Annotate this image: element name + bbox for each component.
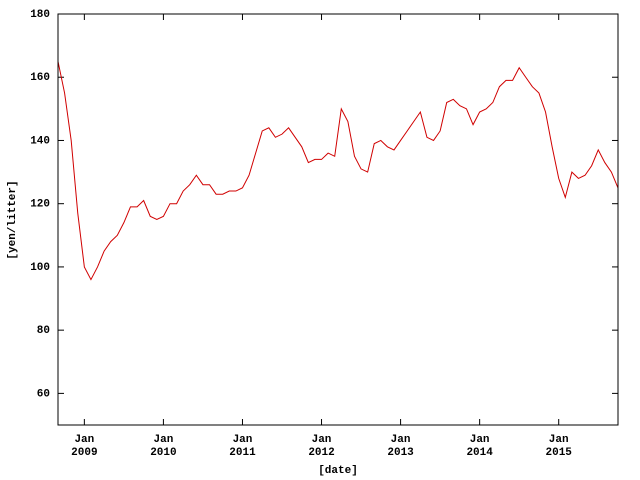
y-tick-label: 140 (30, 135, 50, 147)
x-tick-label: Jan (154, 434, 174, 446)
x-tick-label: Jan (549, 434, 569, 446)
x-tick-label: 2012 (308, 447, 334, 459)
x-tick-label: Jan (391, 434, 411, 446)
y-tick-label: 80 (37, 325, 50, 337)
x-tick-label: 2010 (150, 447, 176, 459)
y-axis-label: [yen/litter] (7, 180, 19, 259)
x-tick-label: 2013 (387, 447, 414, 459)
x-tick-label: Jan (233, 434, 253, 446)
y-tick-label: 60 (37, 388, 50, 400)
data-line (57, 61, 619, 281)
x-tick-label: 2011 (229, 447, 256, 459)
y-tick-label: 180 (30, 9, 50, 21)
x-tick-label: 2014 (466, 447, 493, 459)
x-tick-label: Jan (74, 434, 94, 446)
x-tick-label: Jan (312, 434, 332, 446)
x-axis-label: [date] (318, 465, 358, 477)
y-tick-label: 160 (30, 72, 50, 84)
plot-frame (57, 13, 619, 426)
x-tick-label: 2015 (546, 447, 573, 459)
y-tick-label: 120 (30, 199, 50, 211)
y-tick-label: 100 (30, 262, 50, 274)
x-tick-label: 2009 (71, 447, 97, 459)
x-tick-label: Jan (470, 434, 490, 446)
